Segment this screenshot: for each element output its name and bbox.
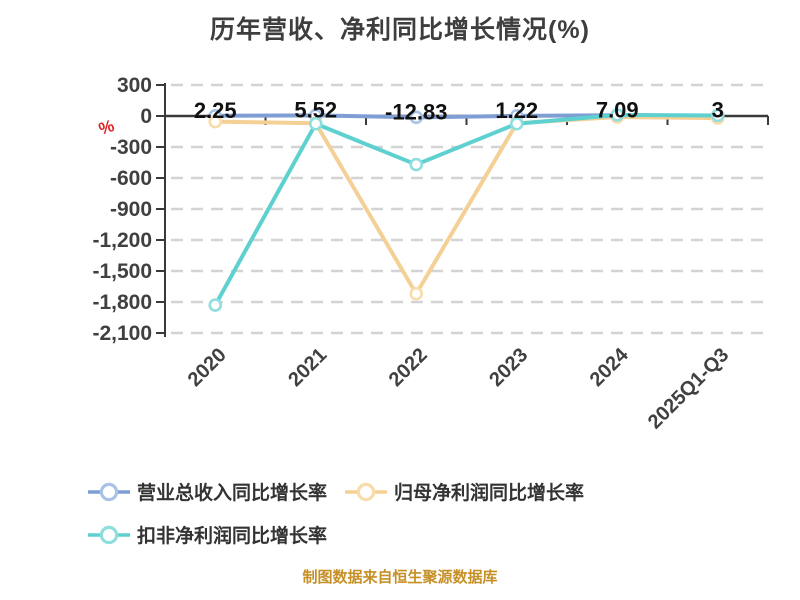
data-point[interactable]	[308, 116, 323, 131]
line-marker-icon	[345, 482, 387, 501]
data-point[interactable]	[208, 298, 223, 312]
data-point-label: -12.83	[385, 99, 447, 124]
chart-title: 历年营收、净利同比增长情况(%)	[210, 16, 590, 44]
y-axis-tick-label: -900	[110, 198, 152, 221]
x-axis-category-label: 2022	[385, 344, 432, 391]
line-marker-icon	[88, 482, 130, 501]
x-axis-category-label: 2023	[485, 344, 532, 391]
data-point-label: 5.52	[294, 97, 337, 122]
y-axis-tick-label: 300	[117, 74, 152, 97]
legend-item-deducted-profit-growth[interactable]: 扣非净利润同比增长率	[88, 521, 327, 548]
data-source-note: 制图数据来自恒生聚源数据库	[302, 569, 498, 586]
x-axis-category-label: 2025Q1-Q3	[644, 344, 733, 433]
y-axis-tick-label: -600	[110, 167, 152, 190]
legend-item-label: 扣非净利润同比增长率	[137, 526, 328, 547]
data-point[interactable]	[409, 110, 424, 125]
line-marker-icon	[88, 525, 130, 544]
legend-item-net-profit-growth[interactable]: 归母净利润同比增长率	[345, 478, 584, 505]
data-point[interactable]	[710, 108, 725, 123]
data-point[interactable]	[409, 157, 424, 172]
data-point-label: 1.22	[495, 98, 538, 123]
series-line-2[interactable]	[213, 112, 720, 308]
y-axis-tick-label: -2,100	[92, 322, 152, 345]
data-point[interactable]	[509, 116, 524, 131]
y-axis-tick-label: -300	[110, 136, 152, 159]
y-axis-unit-label: %	[96, 116, 116, 139]
y-axis-tick-label: -1,500	[92, 260, 152, 283]
data-point[interactable]	[409, 286, 424, 301]
x-axis-category-label: 2020	[184, 344, 231, 391]
data-point[interactable]	[610, 108, 625, 122]
y-axis-tick-label: -1,800	[92, 291, 152, 314]
x-axis-category-label: 2021	[284, 344, 331, 391]
data-point-label: 7.09	[596, 97, 639, 122]
data-point-label: 2.25	[194, 98, 237, 123]
x-axis-category-label: 2024	[586, 343, 634, 391]
legend-item-revenue-growth[interactable]: 营业总收入同比增长率	[88, 478, 327, 505]
series-line-1[interactable]	[213, 115, 720, 296]
legend-item-label: 营业总收入同比增长率	[137, 483, 328, 504]
data-point[interactable]	[208, 114, 223, 129]
chart-canvas[interactable]: 300 0 -300 -600 -900 -1,200 -1,500 -1,800 -2,100…	[0, 0, 800, 460]
y-axis-tick-label: 0	[140, 105, 152, 128]
data-point-label: 3	[712, 98, 724, 123]
y-axis-tick-label: -1,200	[92, 229, 152, 252]
legend-item-label: 归母净利润同比增长率	[394, 483, 585, 504]
